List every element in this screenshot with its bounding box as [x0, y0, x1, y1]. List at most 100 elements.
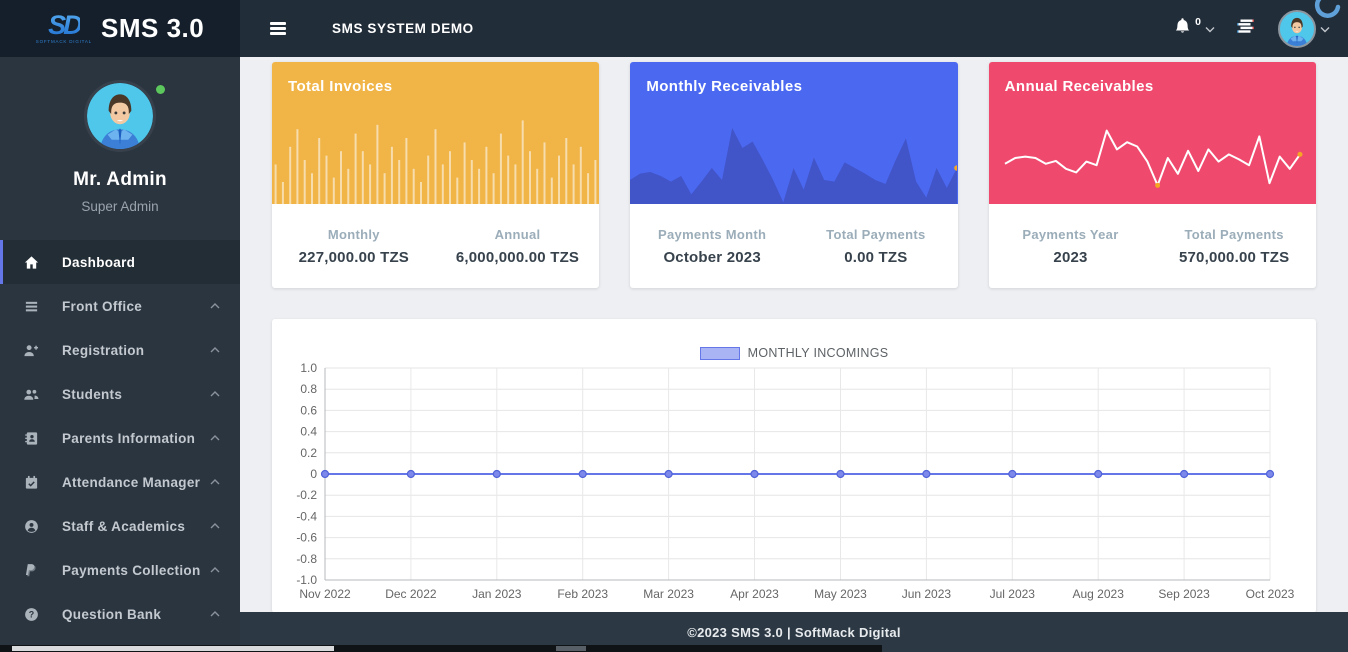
- stat-value: 570,000.00 TZS: [1178, 248, 1290, 266]
- sidebar-item-dashboard[interactable]: Dashboard: [0, 240, 240, 284]
- svg-text:0.2: 0.2: [300, 446, 317, 460]
- sidebar-item-registration[interactable]: Registration: [0, 328, 240, 372]
- brand-logo[interactable]: SD SOFTMACK DIGITAL SMS 3.0: [0, 0, 240, 57]
- main-content: Total Invoices Monthly 227,000.00 TZS An…: [240, 57, 1348, 612]
- scrollbar-thumb[interactable]: [12, 646, 334, 651]
- brand-logo-icon: SD: [48, 10, 82, 41]
- svg-text:-0.2: -0.2: [296, 488, 317, 502]
- legend-swatch: [699, 346, 740, 360]
- card-title: Total Invoices: [288, 78, 393, 95]
- sidebar-item-payments-collection[interactable]: Payments Collection: [0, 548, 240, 592]
- chevron-down-icon: [1205, 20, 1215, 38]
- stat-value: 6,000,000.00 TZS: [455, 248, 580, 266]
- stat-value: October 2023: [663, 248, 761, 266]
- stat-payments-year: Payments Year 2023: [989, 227, 1153, 266]
- sidebar-menu: Dashboard Front Office Registration Student…: [0, 240, 240, 636]
- sidebar-item-students[interactable]: Students: [0, 372, 240, 416]
- stat-label: Payments Month: [658, 226, 767, 242]
- menu-list-button[interactable]: [1237, 18, 1256, 39]
- chart-legend[interactable]: MONTHLY INCOMINGS: [272, 346, 1316, 360]
- scrollbar-thumb-secondary[interactable]: [556, 646, 586, 651]
- total-invoices-stats: Monthly 227,000.00 TZS Annual 6,000,000.…: [272, 204, 599, 288]
- monthly-receivables-card-header: Monthly Receivables: [630, 62, 958, 204]
- user-menu-button[interactable]: [1278, 9, 1330, 48]
- total-invoices-card-header: Total Invoices: [272, 62, 600, 204]
- sidebar-item-label: Attendance Manager: [62, 474, 201, 490]
- stat-label: Monthly: [327, 226, 380, 242]
- list-icon: [1237, 18, 1256, 39]
- sidebar-toggle-button[interactable]: [264, 16, 292, 41]
- profile-avatar: [87, 83, 165, 149]
- question-circle-icon: ?: [0, 607, 62, 622]
- chevron-up-icon: [210, 567, 220, 573]
- brand-logo-subtext: SOFTMACK DIGITAL: [35, 39, 92, 45]
- svg-text:0: 0: [310, 467, 317, 481]
- invoices-bar-sparkline: [274, 120, 597, 204]
- annual-receivables-stats: Payments Year 2023 Total Payments 570,00…: [989, 204, 1316, 288]
- monthly-receivables-card: Monthly Receivables Payments Month Octob…: [630, 62, 958, 288]
- card-title: Monthly Receivables: [646, 78, 803, 95]
- user-plus-icon: [0, 343, 62, 358]
- navbar-right: 0: [1174, 0, 1330, 57]
- monthly-incomings-chart[interactable]: 1.0 0.8 0.6 0.4 0.2 0 -0.2 -0.4 -0.6 -0.8 -1.0 Nov …: [272, 361, 1316, 611]
- stat-payments-month: Payments Month October 2023: [630, 227, 794, 266]
- svg-text:0.8: 0.8: [300, 382, 317, 396]
- stat-annual: Annual 6,000,000.00 TZS: [436, 227, 600, 266]
- sidebar: Mr. Admin Super Admin Dashboard Front Off…: [0, 57, 240, 652]
- sidebar-item-label: Registration: [62, 342, 145, 358]
- sidebar-item-parents-information[interactable]: Parents Information: [0, 416, 240, 460]
- stat-value: 2023: [1053, 248, 1088, 266]
- chevron-down-icon: [1320, 20, 1330, 38]
- monthly-receivables-stats: Payments Month October 2023 Total Paymen…: [630, 204, 957, 288]
- user-circle-icon: [0, 519, 62, 534]
- footer-text: ©2023 SMS 3.0 | SoftMack Digital: [687, 624, 901, 640]
- stat-label: Annual: [494, 226, 541, 242]
- svg-text:-0.4: -0.4: [296, 509, 317, 523]
- svg-text:Sep 2023: Sep 2023: [1158, 587, 1210, 601]
- top-navbar: SD SOFTMACK DIGITAL SMS 3.0 SMS SYSTEM D…: [0, 0, 1348, 57]
- svg-text:Feb 2023: Feb 2023: [557, 587, 608, 601]
- sidebar-item-question-bank[interactable]: ? Question Bank: [0, 592, 240, 636]
- stat-cards-row: Total Invoices Monthly 227,000.00 TZS An…: [240, 57, 1348, 288]
- chevron-up-icon: [210, 523, 220, 529]
- sidebar-item-label: Payments Collection: [62, 562, 201, 578]
- svg-text:Jan 2023: Jan 2023: [472, 587, 522, 601]
- sidebar-item-front-office[interactable]: Front Office: [0, 284, 240, 328]
- online-status-dot: [156, 85, 165, 94]
- profile-role: Super Admin: [81, 199, 159, 214]
- svg-text:Dec 2022: Dec 2022: [385, 587, 437, 601]
- stat-total-payments: Total Payments 0.00 TZS: [794, 227, 958, 266]
- stat-total-payments: Total Payments 570,000.00 TZS: [1152, 227, 1316, 266]
- navbar: SMS SYSTEM DEMO 0: [240, 0, 1348, 57]
- chevron-up-icon: [210, 611, 220, 617]
- chevron-up-icon: [210, 347, 220, 353]
- bell-icon: [1174, 17, 1191, 40]
- svg-text:?: ?: [28, 609, 33, 619]
- profile-name: Mr. Admin: [73, 169, 167, 190]
- card-title: Annual Receivables: [1004, 78, 1154, 95]
- sidebar-item-staff-academics[interactable]: Staff & Academics: [0, 504, 240, 548]
- address-book-icon: [0, 431, 62, 446]
- svg-text:0.6: 0.6: [300, 403, 317, 417]
- svg-text:Jun 2023: Jun 2023: [902, 587, 952, 601]
- sidebar-item-label: Dashboard: [62, 254, 136, 270]
- horizontal-scrollbar: [0, 645, 882, 652]
- bars-icon: [0, 299, 62, 314]
- monthly-incomings-card: MONTHLY INCOMINGS 1.0 0.8 0.6 0.4 0.2 0 -0.2 -0…: [272, 319, 1316, 612]
- svg-text:Apr 2023: Apr 2023: [730, 587, 779, 601]
- hamburger-icon: [270, 22, 286, 25]
- annual-receivables-card: Annual Receivables Payments Year 2023 To…: [988, 62, 1316, 288]
- stat-value: 227,000.00 TZS: [298, 248, 410, 266]
- notifications-button[interactable]: 0: [1174, 15, 1215, 40]
- svg-text:Aug 2023: Aug 2023: [1073, 587, 1125, 601]
- sidebar-item-label: Question Bank: [62, 606, 162, 622]
- system-title: SMS SYSTEM DEMO: [332, 21, 474, 36]
- chevron-up-icon: [210, 435, 220, 441]
- svg-text:-0.8: -0.8: [296, 552, 317, 566]
- svg-text:1.0: 1.0: [300, 362, 317, 375]
- notification-count-badge: 0: [1195, 15, 1201, 28]
- sidebar-item-attendance-manager[interactable]: Attendance Manager: [0, 460, 240, 504]
- stat-monthly: Monthly 227,000.00 TZS: [272, 227, 436, 266]
- sidebar-profile: Mr. Admin Super Admin: [0, 57, 240, 214]
